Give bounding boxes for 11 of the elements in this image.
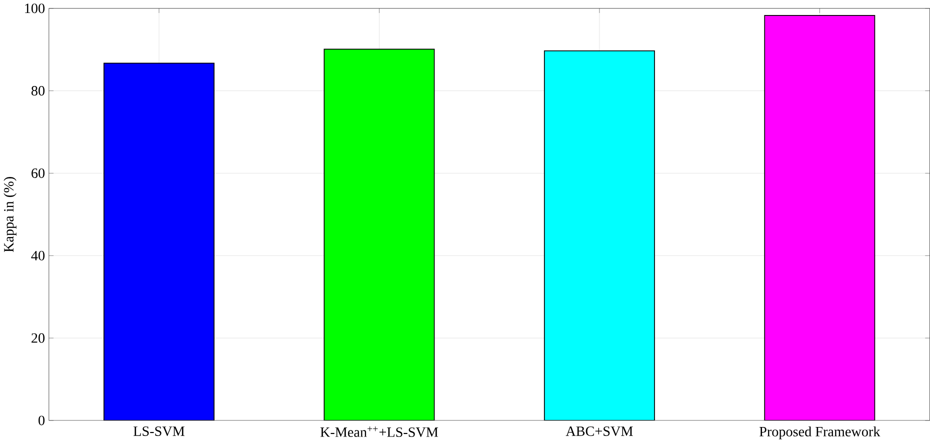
y-tick-label: 100 bbox=[25, 4, 45, 14]
x-tick-label: LS-SVM bbox=[134, 426, 184, 436]
x-tick-label: K-Mean$^{++}$+LS-SVM bbox=[320, 426, 438, 438]
y-axis-title: Kappa in (%) bbox=[4, 177, 16, 252]
y-tick-label: 20 bbox=[32, 333, 45, 343]
x-tick-label: ABC+SVM bbox=[566, 426, 633, 436]
x-tick-label: Proposed Framework bbox=[759, 426, 880, 440]
y-tick-label: 60 bbox=[32, 168, 45, 178]
y-tick-label: 40 bbox=[31, 250, 45, 260]
y-tick-label: 80 bbox=[31, 86, 45, 96]
y-tick-label: 0 bbox=[38, 416, 45, 426]
